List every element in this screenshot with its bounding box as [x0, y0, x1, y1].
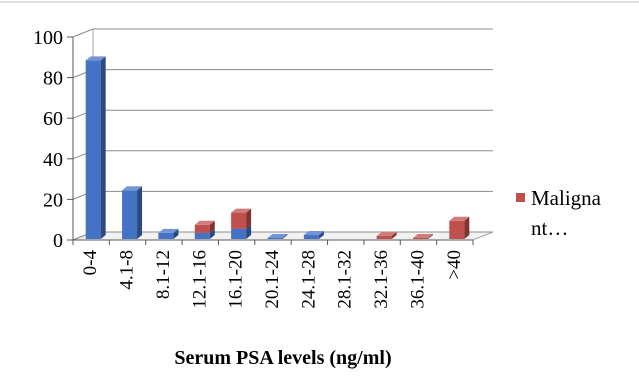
bar-side: [282, 233, 288, 239]
legend[interactable]: Maligna nt…: [516, 186, 602, 240]
x-tick-label: 36.1-40: [407, 250, 428, 309]
bar-side: [391, 231, 397, 239]
x-tick-label: 4.1-8: [117, 250, 138, 290]
bar-top: [122, 186, 143, 191]
bar-top: [231, 208, 252, 213]
x-tick-label: 16.1-20: [226, 250, 247, 309]
bar-front: [158, 232, 174, 239]
bar-side: [246, 224, 252, 239]
bar-front: [122, 190, 138, 239]
bar-side: [209, 220, 215, 233]
bar-front: [267, 237, 283, 239]
gridlines: [72, 28, 493, 241]
x-tick-label: 28.1-32: [335, 250, 356, 309]
y-tick-label: 60: [43, 108, 63, 130]
bar-top: [376, 231, 397, 236]
bar-series1[interactable]: [303, 230, 324, 239]
bar-front: [85, 60, 101, 239]
bar-front: [412, 237, 428, 239]
bar-top: [194, 220, 215, 225]
bar-front: [231, 212, 247, 229]
bar-front: [194, 232, 210, 239]
bar-side: [318, 230, 324, 239]
bar-series1[interactable]: [85, 56, 106, 239]
bar-side: [100, 56, 106, 239]
bar-top: [412, 233, 433, 238]
bar-front: [449, 220, 465, 239]
x-axis-title: Serum PSA levels (ng/ml): [174, 347, 391, 369]
legend-swatch-malignant: [516, 193, 525, 202]
x-tick-label: >40: [444, 250, 465, 280]
bar-malignant[interactable]: [194, 220, 215, 233]
bar-side: [427, 233, 433, 239]
legend-label-malignant: nt…: [531, 216, 568, 240]
bar-series1[interactable]: [122, 186, 143, 239]
y-tick-label: 40: [43, 149, 63, 171]
x-tick-label: 0-4: [80, 250, 101, 276]
bar-top: [158, 228, 179, 233]
bar-front: [194, 224, 210, 233]
x-tick-label: 20.1-24: [262, 250, 283, 309]
x-axis: 0-4 4.1-8 8.1-12 12.1-16 16.1-20 20.1-24 24.1-…: [72, 239, 474, 309]
x-tick-label: 32.1-36: [371, 250, 392, 309]
bar-side: [173, 228, 179, 239]
bar-top: [85, 56, 106, 61]
y-tick-label: 100: [33, 27, 63, 49]
bar-side: [464, 216, 470, 239]
y-tick-label: 20: [43, 189, 63, 211]
gridline-side: [72, 28, 94, 38]
bar-side: [246, 208, 252, 229]
x-tick-label: 8.1-12: [153, 250, 174, 299]
x-tick-label: 24.1-28: [298, 250, 319, 309]
bar-side: [137, 186, 143, 239]
bar-side: [209, 228, 215, 239]
bar-front: [231, 228, 247, 239]
bar-malignant[interactable]: [231, 208, 252, 229]
y-axis: 0 20 40 60 80 100: [33, 27, 74, 252]
bar-series1[interactable]: [158, 228, 179, 239]
bar-malignant[interactable]: [376, 231, 397, 239]
bar-top: [267, 233, 288, 238]
bars: [85, 56, 470, 239]
bar-top: [449, 216, 470, 221]
y-tick-label: 0: [53, 230, 63, 252]
bar-series1[interactable]: [267, 233, 288, 239]
bar-malignant[interactable]: [449, 216, 470, 239]
bar-malignant[interactable]: [412, 233, 433, 239]
x-tick-label: 12.1-16: [189, 250, 210, 309]
bar-front: [303, 234, 319, 239]
y-tick-label: 80: [43, 68, 63, 90]
legend-label-malignant: Maligna: [531, 186, 602, 210]
bar-top: [303, 230, 324, 235]
bar-front: [376, 235, 392, 239]
